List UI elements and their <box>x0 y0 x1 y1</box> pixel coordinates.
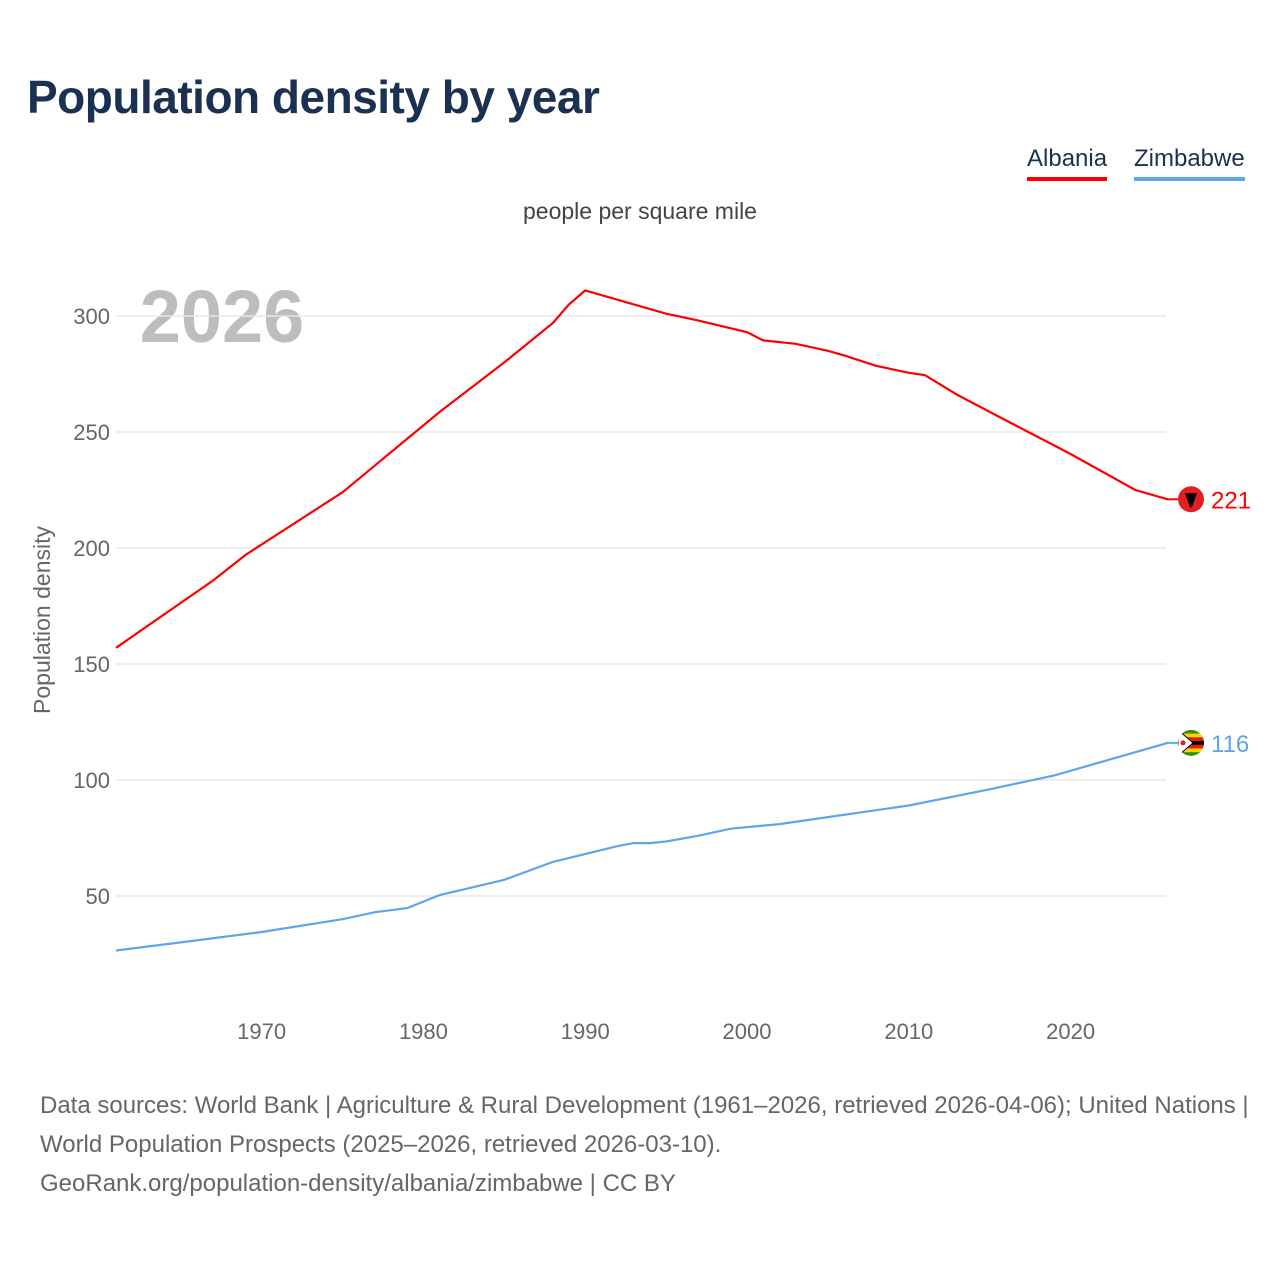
x-tick-label: 2020 <box>1046 1019 1095 1044</box>
end-value-label: 221 <box>1211 487 1251 514</box>
series-line-zimbabwe <box>115 741 1169 952</box>
footer-data-sources: Data sources: World Bank | Agriculture &… <box>40 1092 1249 1158</box>
y-tick-label: 50 <box>86 884 110 909</box>
y-axis-label: Population density <box>29 526 55 714</box>
legend-albania[interactable]: Albania <box>1027 145 1108 181</box>
y-tick-label: 100 <box>73 768 110 793</box>
legend-zimbabwe[interactable]: Zimbabwe <box>1134 145 1245 181</box>
x-tick-label: 1970 <box>237 1019 286 1044</box>
y-tick-label: 250 <box>73 420 110 445</box>
chart-subtitle: people per square mile <box>523 198 757 224</box>
series-line-albania <box>115 289 1169 649</box>
y-tick-label: 150 <box>73 652 110 677</box>
end-value-label: 116 <box>1211 731 1249 758</box>
footer-sources: Data sources: World Bank | Agriculture &… <box>40 1086 1250 1203</box>
zimbabwe-flag-icon <box>1178 729 1204 756</box>
albania-flag-icon <box>1178 486 1204 513</box>
y-tick-label: 300 <box>73 304 110 329</box>
x-tick-label: 1990 <box>561 1019 610 1044</box>
y-tick-label: 200 <box>73 536 110 561</box>
chart-title: Population density by year <box>27 71 600 123</box>
x-tick-label: 2010 <box>884 1019 933 1044</box>
x-tick-label: 2000 <box>723 1019 772 1044</box>
footer-attribution-link[interactable]: GeoRank.org/population-density/albania/z… <box>40 1170 676 1197</box>
x-tick-label: 1980 <box>399 1019 448 1044</box>
